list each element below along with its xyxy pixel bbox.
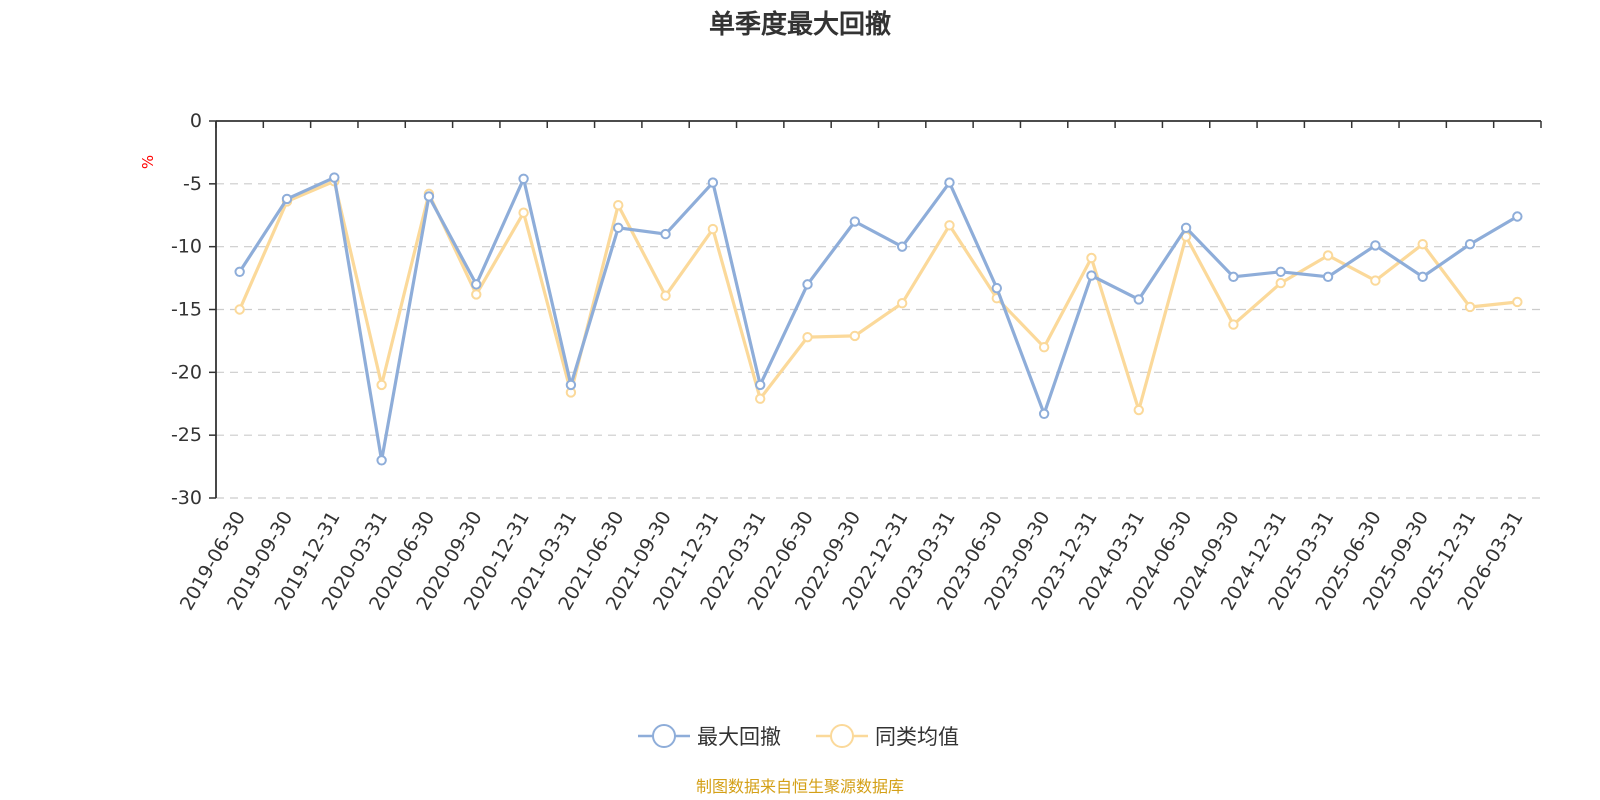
y-tick-label: -5 [183,173,202,195]
data-point [849,216,861,227]
data-point [423,191,435,202]
data-point [613,199,624,211]
data-point [518,207,529,218]
data-point [896,241,908,252]
data-point [471,279,482,290]
data-point [849,330,861,342]
chart-title: 单季度最大回撤 [709,9,891,40]
data-point [1370,240,1381,251]
data-point [1180,222,1192,234]
data-point [944,177,955,188]
axes [209,120,1542,499]
data-point [944,220,955,231]
data-point [1464,301,1476,313]
data-point [991,282,1003,294]
data-point [660,290,671,301]
data-point [707,223,719,235]
y-tick-label: -25 [171,424,202,446]
y-tick-label: 0 [190,110,202,132]
data-point [1512,211,1523,222]
y-tick-label: -15 [171,299,202,321]
data-source-note: 制图数据来自恒生聚源数据库 [696,777,904,796]
data-point [1228,271,1239,283]
series-line [238,176,1519,462]
data-point [281,193,293,205]
data-point [518,173,529,185]
data-point [613,222,624,234]
data-point [565,379,577,391]
data-point [802,279,813,290]
data-point [234,304,245,315]
data-point [1086,252,1097,264]
data-point [376,455,387,466]
grid-lines [216,183,1541,499]
data-point [1322,250,1334,261]
data-point [896,298,908,309]
data-point [1086,270,1097,281]
data-point [1512,296,1523,308]
y-axis-unit-label: % [139,155,157,169]
data-point [660,228,671,240]
y-tick-label: -30 [171,487,202,509]
legend-marker-icon [652,724,676,748]
data-point [1464,238,1476,250]
data-point [802,331,813,343]
legend-item[interactable]: 最大回撤 [638,724,781,749]
data-point [1133,294,1144,305]
data-point [1322,271,1334,283]
data-point [376,379,387,391]
y-tick-label: -20 [171,361,202,383]
data-point [754,393,766,404]
data-point [1038,408,1050,420]
series-group [234,176,1523,416]
legend-item[interactable]: 同类均值 [816,724,959,749]
series-group [234,172,1523,466]
data-point [754,379,766,391]
data-point [1370,275,1381,286]
data-point [707,177,719,188]
data-point [1038,342,1050,353]
y-tick-labels: 0 -5 -10 -15 -20 -25 -30 [171,110,202,509]
x-tick-labels: 2019-06-302019-09-302019-12-312020-03-31… [176,507,1528,614]
data-point [234,266,245,277]
data-point [1228,319,1239,330]
y-tick-label: -10 [171,236,202,258]
data-point [1133,404,1144,416]
legend-marker-icon [830,724,854,748]
data-point [1417,271,1428,283]
series-line [238,179,1518,412]
data-point [471,289,482,300]
data-point [1275,277,1286,289]
series-lines [234,172,1523,466]
legend-label: 最大回撤 [697,725,781,749]
legend[interactable]: 最大回撤 同类均值 [638,724,959,749]
data-point [1417,238,1428,250]
data-point [1275,266,1286,277]
legend-label: 同类均值 [875,725,959,749]
data-point [329,172,340,183]
